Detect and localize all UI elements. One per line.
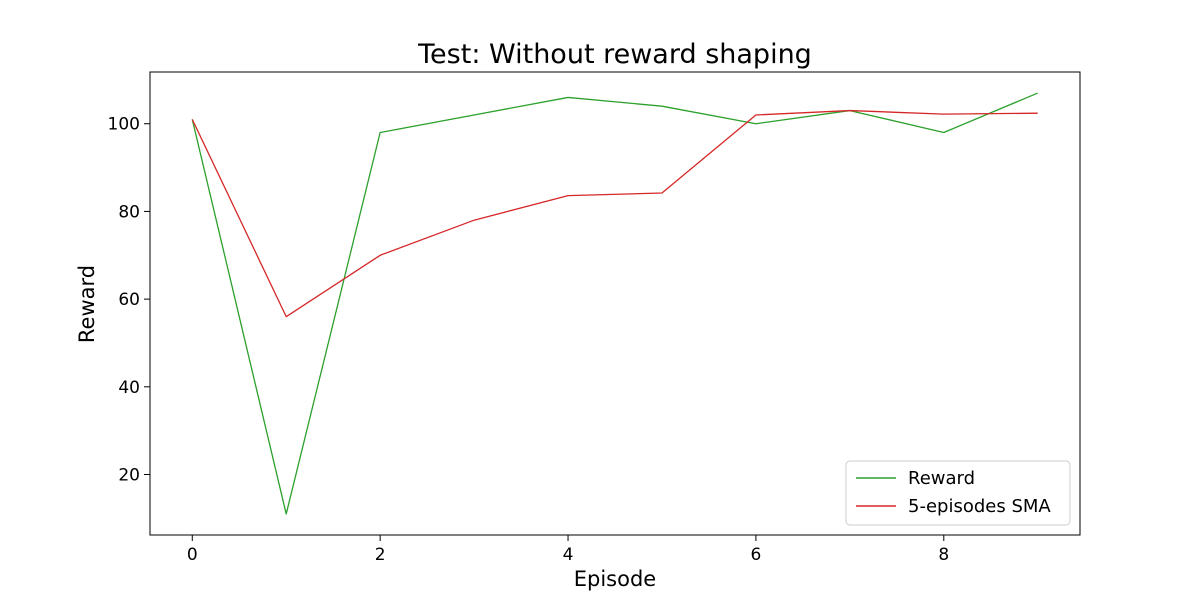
x-axis-ticks: 0 2 4 6 8: [187, 535, 949, 565]
x-axis-label: Episode: [574, 567, 656, 591]
x-tick-label: 4: [563, 545, 574, 565]
series-line-reward: [191, 92, 1038, 515]
x-tick-label: 8: [938, 545, 949, 565]
y-tick-label: 20: [118, 465, 140, 485]
y-axis-label: Reward: [75, 265, 99, 343]
plot-area: [149, 71, 1081, 536]
x-tick-label: 6: [750, 545, 761, 565]
y-tick-label: 60: [118, 290, 140, 310]
legend: Reward 5-episodes SMA: [845, 460, 1071, 526]
legend-box: [845, 460, 1071, 526]
legend-label-sma: 5-episodes SMA: [908, 496, 1051, 517]
y-axis-ticks: 20 40 60 80 100: [108, 115, 150, 485]
y-tick-label: 80: [118, 202, 140, 222]
x-tick-label: 2: [375, 545, 386, 565]
legend-label-reward: Reward: [908, 468, 975, 489]
y-tick-label: 100: [108, 115, 140, 135]
series-line-sma: [191, 109, 1038, 318]
y-tick-label: 40: [118, 378, 140, 398]
x-tick-label: 0: [187, 545, 198, 565]
series-lines: [191, 92, 1038, 515]
chart-title: Test: Without reward shaping: [417, 39, 812, 70]
